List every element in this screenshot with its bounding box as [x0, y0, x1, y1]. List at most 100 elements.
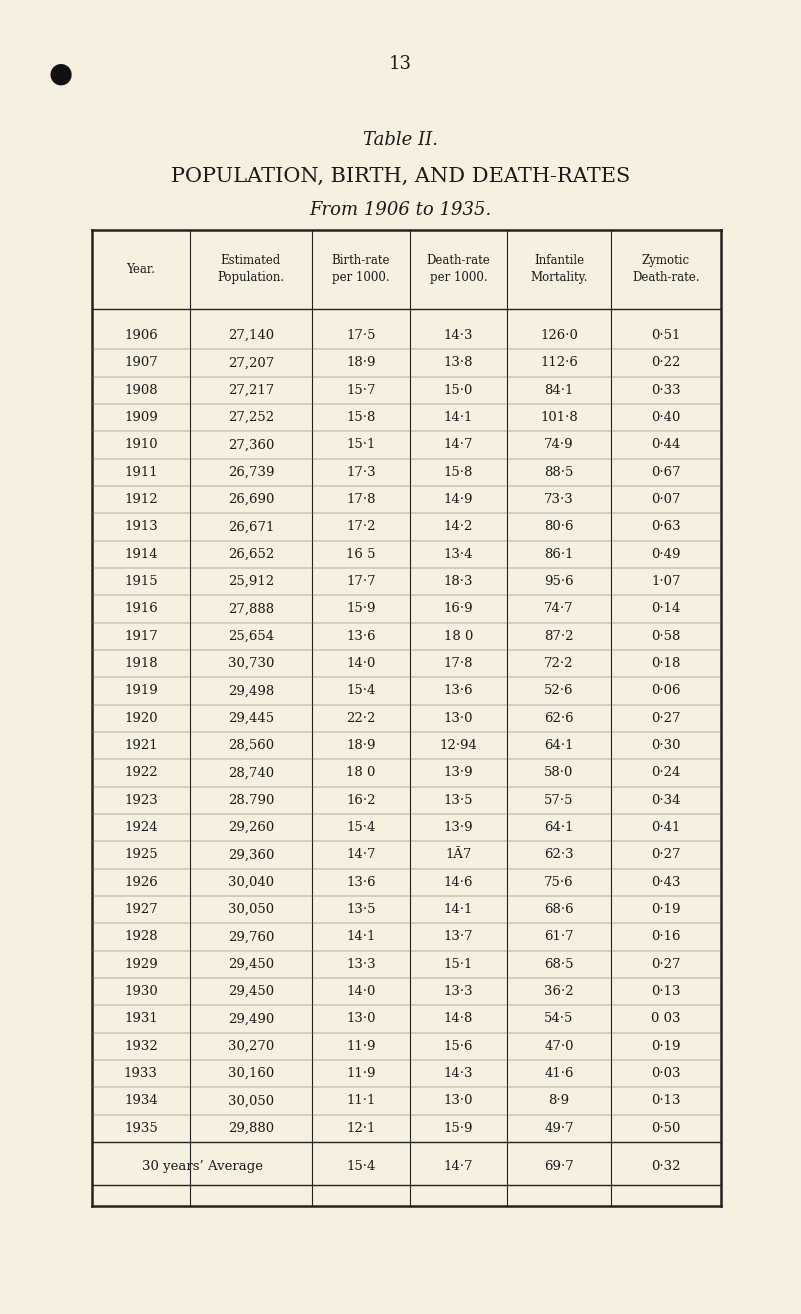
Text: 14·3: 14·3	[444, 1067, 473, 1080]
Text: 64·1: 64·1	[544, 821, 574, 834]
Text: 13·0: 13·0	[444, 1095, 473, 1108]
Text: 14·9: 14·9	[444, 493, 473, 506]
Text: 14·1: 14·1	[444, 411, 473, 424]
Text: 26,671: 26,671	[227, 520, 274, 533]
Text: 1923: 1923	[124, 794, 158, 807]
Text: 28,740: 28,740	[227, 766, 274, 779]
Text: 1911: 1911	[124, 465, 158, 478]
Text: 74·9: 74·9	[544, 439, 574, 452]
Text: 16 5: 16 5	[346, 548, 376, 561]
Text: 84·1: 84·1	[545, 384, 574, 397]
Text: 0·13: 0·13	[651, 986, 681, 999]
Text: 68·6: 68·6	[544, 903, 574, 916]
Text: 30,050: 30,050	[227, 1095, 274, 1108]
Text: 29,450: 29,450	[227, 986, 274, 999]
Text: 14·1: 14·1	[346, 930, 376, 943]
Text: 1918: 1918	[124, 657, 158, 670]
Text: 15·4: 15·4	[346, 1160, 376, 1173]
Text: 0·49: 0·49	[651, 548, 681, 561]
Text: 26,739: 26,739	[227, 465, 274, 478]
Text: 112·6: 112·6	[540, 356, 578, 369]
Text: Birth-rate
per 1000.: Birth-rate per 1000.	[332, 255, 390, 284]
Text: 36·2: 36·2	[544, 986, 574, 999]
Text: 18 0: 18 0	[346, 766, 376, 779]
Text: 25,912: 25,912	[227, 576, 274, 589]
Text: 15·8: 15·8	[346, 411, 376, 424]
Text: 61·7: 61·7	[544, 930, 574, 943]
Text: 26,690: 26,690	[227, 493, 274, 506]
Text: 1935: 1935	[124, 1122, 158, 1135]
Text: 30 years’ Average: 30 years’ Average	[142, 1160, 263, 1173]
Text: 0·51: 0·51	[651, 328, 681, 342]
Text: 0·27: 0·27	[651, 712, 681, 725]
Text: 27,140: 27,140	[227, 328, 274, 342]
Text: 1919: 1919	[124, 685, 158, 698]
Text: 14·6: 14·6	[444, 875, 473, 888]
Text: 22·2: 22·2	[346, 712, 376, 725]
Text: 12·1: 12·1	[346, 1122, 376, 1135]
Text: 0·13: 0·13	[651, 1095, 681, 1108]
Text: Infantile
Mortality.: Infantile Mortality.	[530, 255, 588, 284]
Text: 95·6: 95·6	[544, 576, 574, 589]
Text: 28,560: 28,560	[227, 738, 274, 752]
Text: 17·8: 17·8	[444, 657, 473, 670]
Text: 25,654: 25,654	[227, 629, 274, 643]
Text: 15·1: 15·1	[346, 439, 376, 452]
Text: 1930: 1930	[124, 986, 158, 999]
Text: 64·1: 64·1	[544, 738, 574, 752]
Text: 15·4: 15·4	[346, 821, 376, 834]
Text: 27,207: 27,207	[227, 356, 274, 369]
Text: 13: 13	[389, 55, 412, 74]
Text: 0·67: 0·67	[651, 465, 681, 478]
Text: 62·6: 62·6	[544, 712, 574, 725]
Text: 74·7: 74·7	[544, 602, 574, 615]
Text: 0·16: 0·16	[651, 930, 681, 943]
Text: 0·41: 0·41	[651, 821, 681, 834]
Text: 0 03: 0 03	[651, 1012, 681, 1025]
Text: 26,652: 26,652	[227, 548, 274, 561]
Text: 16·2: 16·2	[346, 794, 376, 807]
Text: 18·9: 18·9	[346, 738, 376, 752]
Text: 12·94: 12·94	[440, 738, 477, 752]
Text: 30,040: 30,040	[227, 875, 274, 888]
Text: 0·27: 0·27	[651, 849, 681, 862]
Text: 27,217: 27,217	[227, 384, 274, 397]
Text: 17·7: 17·7	[346, 576, 376, 589]
Text: 54·5: 54·5	[545, 1012, 574, 1025]
Text: 13·0: 13·0	[346, 1012, 376, 1025]
Text: 14·7: 14·7	[444, 1160, 473, 1173]
Text: 14·7: 14·7	[444, 439, 473, 452]
Text: 13·8: 13·8	[444, 356, 473, 369]
Text: 0·43: 0·43	[651, 875, 681, 888]
Text: 62·3: 62·3	[544, 849, 574, 862]
Text: 0·06: 0·06	[651, 685, 681, 698]
Text: 1924: 1924	[124, 821, 158, 834]
Text: 15·6: 15·6	[444, 1039, 473, 1053]
Text: 30,160: 30,160	[227, 1067, 274, 1080]
Text: 1934: 1934	[124, 1095, 158, 1108]
Text: 52·6: 52·6	[544, 685, 574, 698]
Text: 13·3: 13·3	[346, 958, 376, 971]
Text: 30,050: 30,050	[227, 903, 274, 916]
Text: 0·30: 0·30	[651, 738, 681, 752]
Text: 0·18: 0·18	[651, 657, 681, 670]
Text: 27,252: 27,252	[227, 411, 274, 424]
Text: 0·32: 0·32	[651, 1160, 681, 1173]
Text: 1929: 1929	[124, 958, 158, 971]
Text: From 1906 to 1935.: From 1906 to 1935.	[309, 201, 492, 219]
Text: 0·07: 0·07	[651, 493, 681, 506]
Text: 88·5: 88·5	[545, 465, 574, 478]
Text: 13·5: 13·5	[346, 903, 376, 916]
Text: 13·4: 13·4	[444, 548, 473, 561]
Text: 13·9: 13·9	[444, 821, 473, 834]
Text: 0·58: 0·58	[651, 629, 681, 643]
Text: 29,260: 29,260	[227, 821, 274, 834]
Text: 0·19: 0·19	[651, 903, 681, 916]
Text: 101·8: 101·8	[540, 411, 578, 424]
Text: 58·0: 58·0	[545, 766, 574, 779]
Text: 1910: 1910	[124, 439, 158, 452]
Text: 17·5: 17·5	[346, 328, 376, 342]
Text: 1916: 1916	[124, 602, 158, 615]
Text: 29,445: 29,445	[227, 712, 274, 725]
Text: 0·22: 0·22	[651, 356, 681, 369]
